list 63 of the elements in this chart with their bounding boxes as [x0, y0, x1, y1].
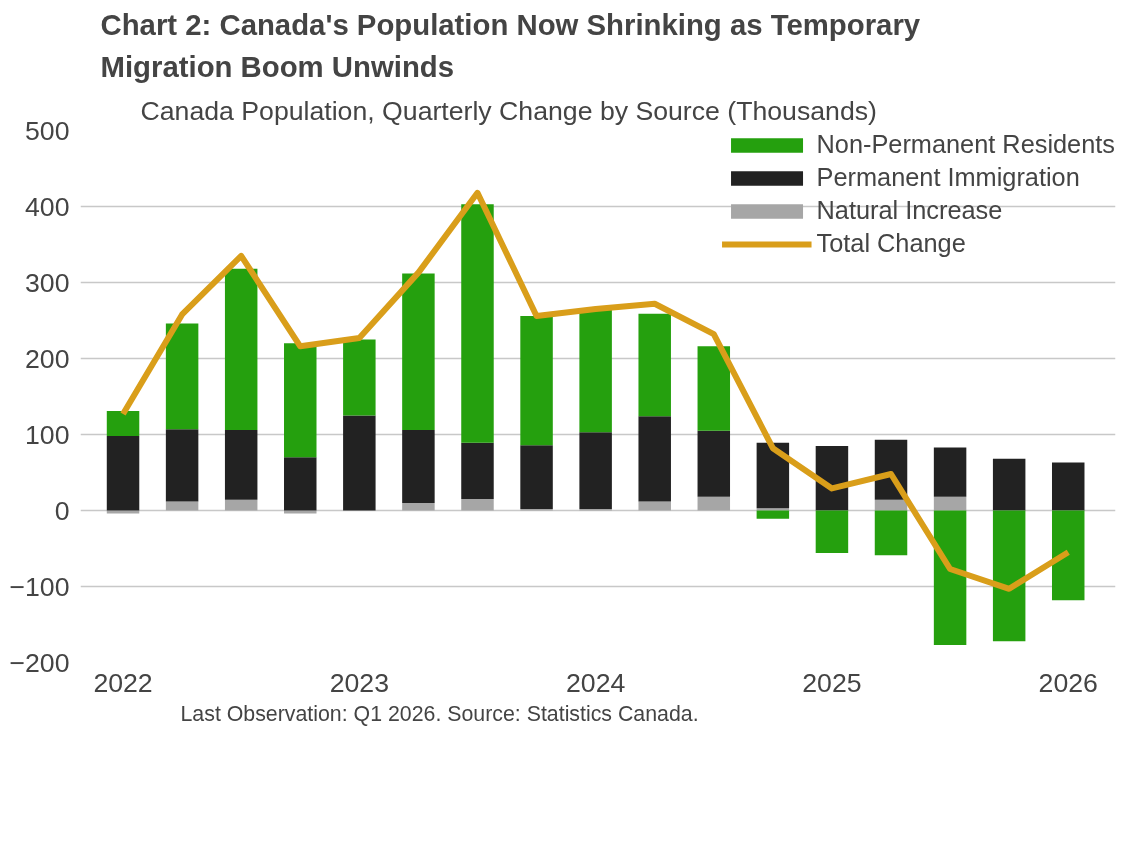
x-tick-label: 2022 [93, 667, 153, 698]
bar [402, 273, 435, 430]
bar [106, 510, 140, 514]
x-tick-label: 2026 [1038, 667, 1098, 698]
y-tick-label: 300 [25, 267, 70, 298]
y-tick-label: 200 [25, 343, 70, 374]
bar [461, 204, 494, 443]
y-tick-label: −200 [9, 647, 70, 678]
bar [579, 432, 612, 509]
bar [815, 510, 849, 554]
legend-label: Natural Increase [816, 196, 1003, 225]
bar [697, 430, 731, 497]
bar [224, 499, 258, 511]
bar [756, 510, 790, 519]
legend-label: Permanent Immigration [816, 163, 1080, 192]
bar [520, 315, 553, 446]
bar [461, 499, 494, 511]
chart-title: Chart 2: Canada's Population Now Shrinking as Temporary Migration Boom Unwinds [100, 7, 921, 84]
bar [992, 458, 1026, 511]
y-tick-label: −100 [9, 571, 70, 602]
bar [165, 323, 199, 430]
bar [933, 510, 967, 646]
x-tick-label: 2024 [565, 667, 626, 698]
bar [165, 501, 199, 511]
bar [697, 346, 731, 431]
y-tick-label: 100 [25, 419, 70, 450]
x-tick-label: 2023 [329, 667, 389, 698]
bar [402, 502, 435, 511]
bar [756, 508, 790, 511]
bar [284, 457, 317, 511]
bar [638, 313, 671, 417]
x-tick-label: 2025 [802, 667, 862, 698]
bar [284, 510, 317, 514]
bar [284, 343, 317, 458]
bar [402, 429, 435, 503]
bar [343, 339, 376, 416]
legend-label: Non-Permanent Residents [816, 130, 1115, 159]
bar [933, 447, 967, 497]
y-tick-label: 400 [25, 191, 70, 222]
bar [933, 496, 967, 511]
legend-label: Total Change [816, 229, 966, 258]
bar [638, 501, 671, 511]
bar [992, 510, 1026, 642]
chart-subtitle: Canada Population, Quarterly Change by Source (Thousands) [140, 95, 877, 126]
bar [638, 416, 671, 502]
bar [1051, 510, 1085, 601]
bar [106, 436, 140, 511]
bar [697, 496, 731, 511]
bar [1051, 462, 1085, 511]
text: Last Observation: Q1 2026. Source: Statistics Canada. [180, 701, 699, 726]
bar [756, 442, 790, 509]
bar [224, 429, 258, 500]
bar [579, 309, 612, 433]
y-tick-label: 0 [54, 495, 70, 526]
bar [106, 410, 140, 437]
y-tick-label: 500 [25, 115, 70, 146]
bar [874, 499, 908, 511]
bar [165, 429, 199, 502]
bar [874, 510, 908, 556]
bar [520, 445, 553, 509]
bar [461, 442, 494, 500]
bar [343, 415, 376, 511]
bar [224, 268, 258, 430]
